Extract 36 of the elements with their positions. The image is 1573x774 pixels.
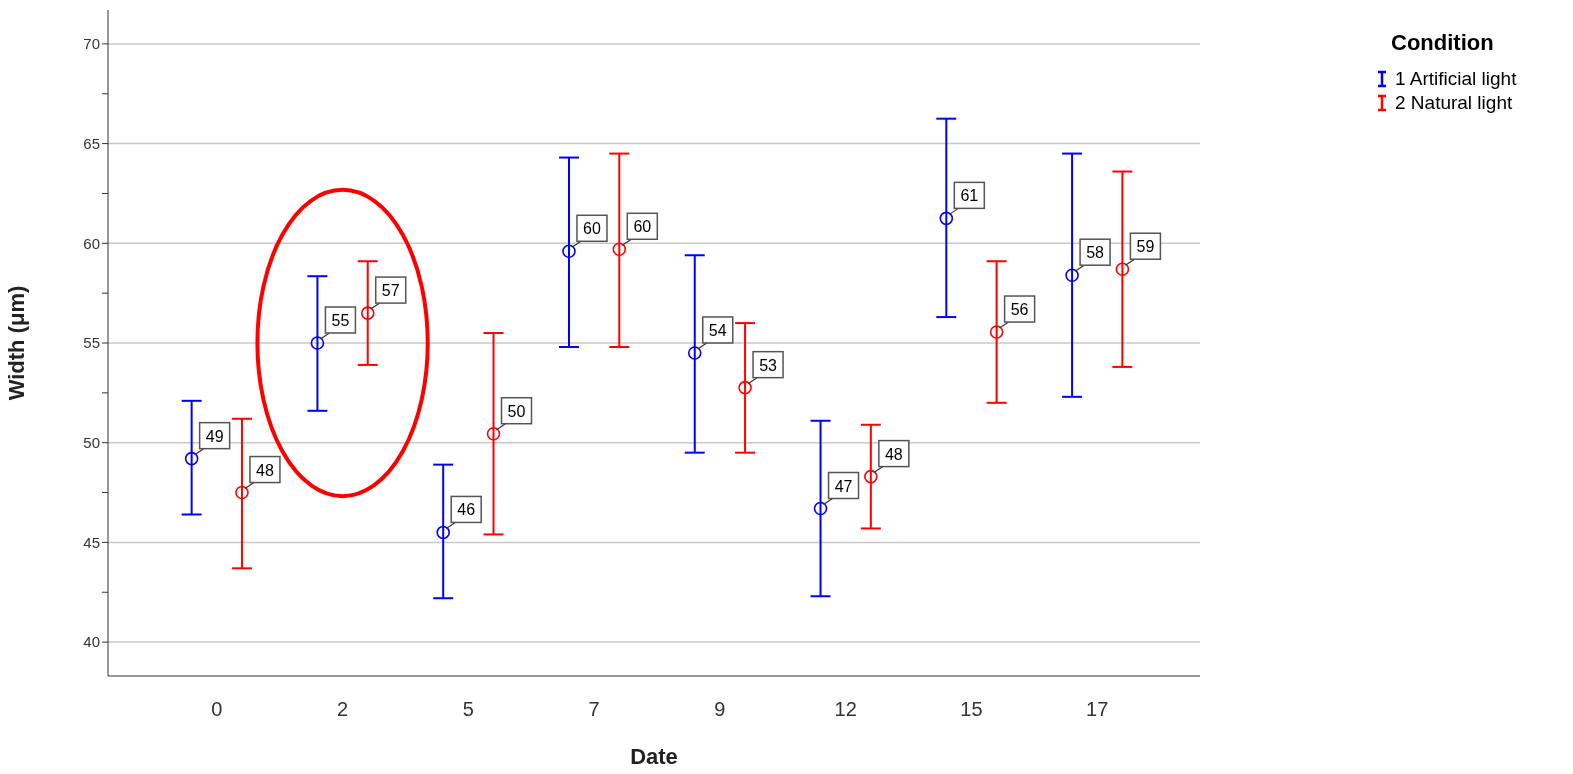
- data-label: 48: [256, 461, 274, 479]
- data-label: 59: [1136, 238, 1155, 256]
- x-axis-title: Date: [630, 744, 678, 769]
- y-tick-label: 50: [83, 434, 100, 452]
- y-tick-label: 70: [83, 35, 100, 53]
- x-tick-label: 2: [337, 698, 349, 721]
- y-tick-label: 40: [83, 633, 100, 651]
- data-label: 47: [834, 477, 853, 495]
- y-tick-label: 45: [83, 533, 100, 551]
- legend-label: 2 Natural light: [1395, 92, 1513, 114]
- x-tick-label: 12: [834, 698, 857, 721]
- data-label: 57: [381, 282, 400, 300]
- x-tick-label: 15: [960, 698, 983, 721]
- data-label: 53: [759, 356, 778, 374]
- legend-title: Condition: [1391, 30, 1495, 56]
- y-tick-label: 55: [83, 334, 100, 352]
- data-label: 49: [205, 427, 224, 445]
- data-label: 54: [708, 321, 727, 339]
- data-label: 46: [457, 501, 476, 519]
- data-label: 60: [633, 218, 652, 236]
- data-label: 58: [1086, 244, 1105, 262]
- x-tick-label: 17: [1086, 698, 1109, 721]
- data-label: 48: [884, 445, 903, 463]
- y-tick-label: 60: [83, 234, 100, 252]
- x-tick-label: 0: [211, 698, 223, 721]
- x-tick-label: 5: [462, 698, 474, 721]
- data-label: 56: [1010, 301, 1029, 319]
- y-axis-title: Width (μm): [3, 285, 29, 401]
- data-label: 50: [507, 402, 526, 420]
- x-tick-label: 7: [588, 698, 600, 721]
- y-tick-label: 65: [83, 134, 100, 152]
- data-label: 60: [583, 220, 601, 238]
- data-label: 61: [960, 187, 979, 205]
- x-tick-label: 9: [714, 698, 726, 721]
- legend-label: 1 Artificial light: [1395, 68, 1517, 90]
- data-label: 55: [331, 312, 350, 329]
